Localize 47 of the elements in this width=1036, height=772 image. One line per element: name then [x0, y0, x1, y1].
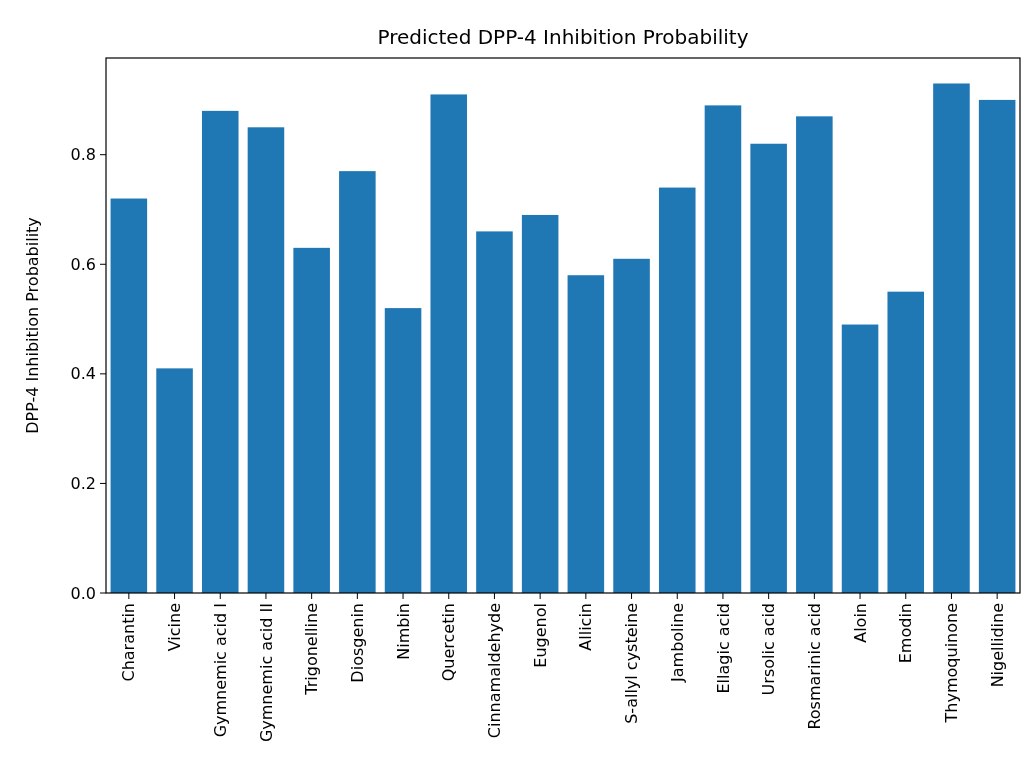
x-tick-label: Jamboline	[667, 603, 687, 683]
x-tick-label: Allicin	[576, 603, 596, 651]
x-tick-label: Rosmarinic acid	[804, 603, 824, 730]
bar	[796, 116, 833, 593]
x-tick-label: Thymoquinone	[942, 603, 962, 724]
x-tick-label: Eugenol	[530, 603, 550, 668]
x-tick-label: Gymnemic acid I	[210, 603, 230, 738]
bar	[247, 127, 285, 593]
bar	[430, 94, 468, 593]
x-tick-label: S-allyl cysteine	[622, 603, 642, 724]
bar	[476, 231, 513, 593]
bar	[339, 171, 376, 593]
bar	[521, 214, 559, 593]
bar	[704, 105, 742, 593]
bar	[110, 198, 148, 593]
x-tick-label: Emodin	[896, 603, 916, 664]
y-axis-title: DPP-4 Inhibition Probability	[23, 217, 42, 434]
x-tick-label: Quercetin	[439, 603, 459, 682]
x-tick-label: Ursolic acid	[759, 603, 779, 696]
bar	[384, 308, 422, 593]
x-tick-label: Cinnamaldehyde	[485, 603, 505, 739]
chart-title: Predicted DPP-4 Inhibition Probability	[377, 25, 749, 49]
x-tick-label: Gymnemic acid II	[256, 603, 276, 743]
y-tick-label: 0.0	[70, 583, 96, 603]
x-tick-label: Aloin	[850, 603, 870, 643]
x-tick-label: Charantin	[119, 603, 139, 682]
x-tick-label: Ellagic acid	[713, 603, 733, 694]
bar	[750, 143, 787, 593]
bar	[933, 83, 970, 593]
y-tick-label: 0.4	[70, 364, 96, 384]
x-tick-label: Nigellidine	[987, 603, 1007, 688]
y-tick-label: 0.6	[70, 254, 96, 274]
x-tick-label: Diosgenin	[347, 603, 367, 683]
x-tick-label: Trigonelline	[302, 603, 322, 696]
bar	[567, 275, 605, 593]
y-tick-label: 0.8	[70, 145, 96, 165]
x-tick-label: Nimbin	[393, 603, 413, 660]
bar	[613, 258, 650, 593]
bar	[156, 368, 193, 593]
bar	[887, 291, 925, 593]
y-tick-label: 0.2	[70, 474, 96, 494]
bar	[201, 110, 239, 593]
x-tick-label: Vicine	[165, 603, 185, 652]
bar	[841, 324, 879, 593]
bar	[978, 99, 1016, 593]
bar	[293, 247, 330, 593]
bar	[658, 187, 696, 593]
